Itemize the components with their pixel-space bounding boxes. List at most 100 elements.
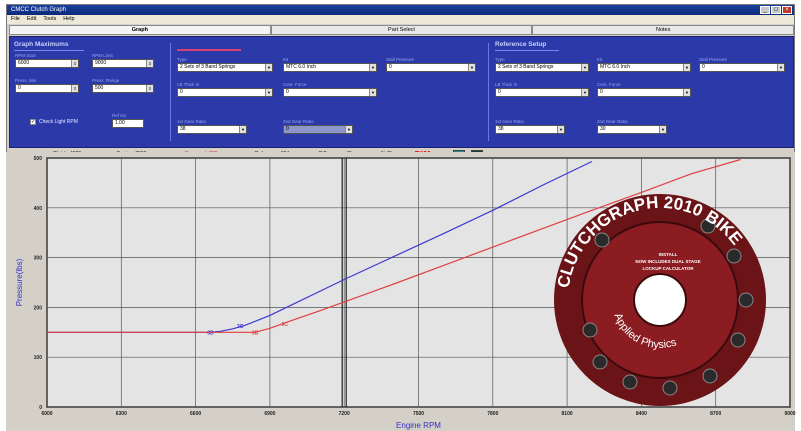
reference-lb-select[interactable]: 0 ▼: [495, 88, 589, 97]
x-tick-label: 6900: [264, 411, 275, 417]
proposed-stall-field: Stall Pressure 0 ▼: [386, 57, 476, 72]
menu-edit[interactable]: Edit: [26, 16, 37, 22]
chevron-down-icon[interactable]: ▼: [265, 89, 272, 96]
reference-type-select[interactable]: 2 Sets of 3 Band Springs ▼: [495, 63, 589, 72]
logo-text-line: NOW INCLUDES DUAL STAGE: [635, 259, 700, 264]
logo-bolt-icon: [726, 248, 742, 264]
reference-kit-field: Kit MTC 6.0 Inch ▼: [597, 57, 691, 72]
proposed-gear2-select[interactable]: 0 ▼: [283, 125, 353, 134]
ref-inc-label: Ref Inc: [112, 113, 127, 118]
proposed-lb-select[interactable]: 0 ▼: [177, 88, 273, 97]
reference-stall-select[interactable]: 0 ▼: [699, 63, 785, 72]
chevron-down-icon[interactable]: ▼: [581, 64, 588, 71]
y-tick-label: 400: [34, 206, 43, 212]
press-range-label: Press. Range: [92, 78, 120, 83]
press-range-input[interactable]: 500 ⇕: [92, 84, 154, 93]
spin-icon[interactable]: ⇕: [146, 60, 153, 67]
logo-bolt-icon: [592, 354, 608, 370]
series-mark-label: 3C: [282, 322, 289, 328]
pressure-chart: 3B 3C 3B 3C CLUTCHGRAPH 2010 BIKE Applied Ph…: [0, 152, 801, 431]
tab-notes[interactable]: Notes: [532, 25, 795, 35]
tab-graph[interactable]: Graph: [9, 25, 271, 35]
chevron-down-icon[interactable]: ▼: [683, 64, 690, 71]
series-mark-label: 3C: [237, 324, 244, 330]
logo-bolt-icon: [594, 232, 610, 248]
proposed-stall-select[interactable]: 0 ▼: [386, 63, 476, 72]
proposed-setup-section: Type 2 Sets of 3 Band Springs ▼ Kit MTC 6…: [175, 41, 483, 145]
reference-cf-select[interactable]: 0 ▼: [597, 88, 691, 97]
reference-cf-field: Cent. Force 0 ▼: [597, 82, 691, 97]
minimize-button[interactable]: _: [760, 6, 770, 14]
rpm-limit-input[interactable]: 9000 ⇕: [92, 59, 154, 68]
proposed-type-select[interactable]: 2 Sets of 3 Band Springs ▼: [177, 63, 273, 72]
y-tick-label: 200: [34, 305, 43, 311]
logo-bolt-icon: [622, 374, 638, 390]
y-tick-label: 300: [34, 256, 43, 262]
menu-file[interactable]: File: [11, 16, 20, 22]
chevron-down-icon[interactable]: ▼: [659, 126, 666, 133]
reference-gear2-select[interactable]: 30 ▼: [597, 125, 667, 134]
x-tick-label: 7200: [339, 411, 350, 417]
proposed-cf-select[interactable]: 0 ▼: [283, 88, 377, 97]
reference-gear-select[interactable]: 38 ▼: [495, 125, 565, 134]
chevron-down-icon[interactable]: ▼: [581, 89, 588, 96]
maximize-button[interactable]: □: [771, 6, 781, 14]
chevron-down-icon[interactable]: ▼: [557, 126, 564, 133]
spin-icon[interactable]: ⇕: [146, 85, 153, 92]
setup-panel: Graph Maximums RPM Start 6000 ⇕ RPM Limit…: [9, 36, 794, 148]
spin-icon[interactable]: ⇕: [71, 60, 78, 67]
chevron-down-icon[interactable]: ▼: [777, 64, 784, 71]
check-light-rpm-label: Check Light RPM: [39, 119, 78, 125]
chevron-down-icon[interactable]: ▼: [369, 64, 376, 71]
rpm-start-label: RPM Start: [15, 53, 36, 58]
x-tick-label: 8400: [636, 411, 647, 417]
title-bar: CMCC Clutch Graph _ □ ×: [7, 5, 794, 15]
ref-inc-input[interactable]: 1.00: [112, 119, 144, 128]
chevron-down-icon[interactable]: ▼: [468, 64, 475, 71]
reference-lb-field: LB Thick In 0 ▼: [495, 82, 589, 97]
chevron-down-icon[interactable]: ▼: [369, 89, 376, 96]
logo-bolt-icon: [738, 292, 754, 308]
reference-kit-select[interactable]: MTC 6.0 Inch ▼: [597, 63, 691, 72]
x-tick-label: 7800: [487, 411, 498, 417]
press-range-field: Press. Range 500 ⇕: [92, 78, 154, 93]
logo-bolt-icon: [582, 322, 598, 338]
chevron-down-icon[interactable]: ▼: [683, 89, 690, 96]
logo-bolt-icon: [702, 368, 718, 384]
x-tick-label: 8700: [710, 411, 721, 417]
logo-center-hole: [633, 273, 687, 327]
rpm-start-input[interactable]: 6000 ⇕: [15, 59, 79, 68]
press-min-input[interactable]: 0 ⇕: [15, 84, 79, 93]
chevron-down-icon[interactable]: ▼: [265, 64, 272, 71]
chevron-down-icon[interactable]: ▼: [239, 126, 246, 133]
chevron-down-icon[interactable]: ▼: [345, 126, 352, 133]
series-line-1: [47, 158, 741, 333]
proposed-kit-select[interactable]: MTC 6.0 Inch ▼: [283, 63, 377, 72]
menu-help[interactable]: Help: [63, 16, 75, 22]
tab-part-select[interactable]: Part Select: [270, 25, 533, 35]
proposed-kit-field: Kit MTC 6.0 Inch ▼: [283, 57, 377, 72]
x-axis-label: Engine RPM: [396, 421, 441, 430]
proposed-lb-field: LB Thick In 0 ▼: [177, 82, 273, 97]
proposed-type-field: Type 2 Sets of 3 Band Springs ▼: [177, 57, 273, 72]
logo-text-line: INSTALL: [659, 252, 678, 257]
graph-maximums-section: Graph Maximums RPM Start 6000 ⇕ RPM Limit…: [12, 41, 164, 145]
close-button[interactable]: ×: [782, 6, 792, 14]
y-tick-label: 100: [34, 355, 43, 361]
x-tick-label: 7500: [413, 411, 424, 417]
proposed-gear-select[interactable]: 38 ▼: [177, 125, 247, 134]
tab-strip: Graph Part Select Notes: [9, 25, 795, 35]
spin-icon[interactable]: ⇕: [71, 85, 78, 92]
menu-tools[interactable]: Tools: [43, 16, 57, 22]
reference-setup-title: Reference Setup: [495, 41, 547, 48]
check-light-rpm[interactable]: ✓ Check Light RPM: [30, 119, 78, 125]
rpm-limit-field: RPM Limit 9000 ⇕: [92, 53, 154, 68]
y-tick-label: 500: [34, 156, 43, 162]
checkbox-icon[interactable]: ✓: [30, 119, 36, 125]
proposed-gear-field: 1st Gear Ratio 38 ▼: [177, 119, 247, 134]
proposed-gear2-field: 2nd Gear Ratio 0 ▼: [283, 119, 353, 134]
logo-text-line: LOCKUP CALCULATOR: [643, 266, 695, 271]
menu-bar: File Edit Tools Help: [7, 15, 794, 24]
reference-setup-section: Reference Setup Type 2 Sets of 3 Band Sp…: [493, 41, 793, 145]
